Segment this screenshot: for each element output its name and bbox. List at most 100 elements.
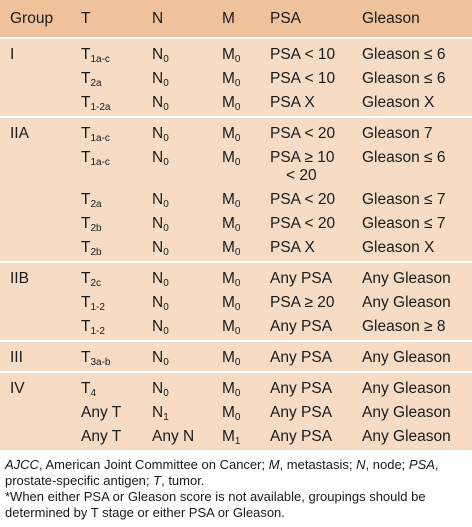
table-row: IIA T1a-c N0 M0 PSA < 20 Gleason 7	[0, 117, 472, 146]
m-cell: M0	[212, 315, 260, 341]
t-cell: T1a-c	[71, 38, 142, 67]
t-cell-text: T	[81, 149, 91, 166]
t-cell-subscript: 1-2	[90, 302, 105, 313]
group-cell	[0, 67, 71, 91]
table-row: T2a N0 M0 PSA < 10 Gleason ≤ 6	[0, 67, 472, 91]
n-cell-text: N	[152, 294, 164, 311]
t-cell: Any T	[71, 401, 142, 425]
table-row: IIB T2c N0 M0 Any PSA Any Gleason	[0, 262, 472, 291]
t-cell-text: T	[81, 191, 91, 208]
m-cell-text: M	[222, 239, 235, 256]
table-header: Group T N M PSA Gleason	[0, 0, 472, 38]
t-cell-subscript: 4	[90, 388, 97, 399]
table-row: T2b N0 M0 PSA < 20 Gleason ≤ 7	[0, 212, 472, 236]
psa-text: PSA < 20	[270, 125, 336, 142]
staging-table: Group T N M PSA Gleason I T1a-c N0 M0 PSA < …	[0, 0, 472, 450]
psa-text: PSA X	[270, 239, 315, 256]
group-cell: IV	[10, 380, 25, 397]
n-cell-text: N	[152, 270, 164, 287]
abbrev-definition: , node;	[365, 457, 409, 472]
abbrev-definition: , prostate-specific antigen;	[5, 457, 439, 488]
t-cell: T4	[71, 372, 142, 401]
n-cell-subscript: 0	[163, 302, 169, 313]
n-cell: N0	[142, 67, 212, 91]
table-row: T1-2 N0 M0 Any PSA Gleason ≥ 8	[0, 315, 472, 341]
group-cell: IIB	[10, 270, 29, 287]
m-cell-subscript: 0	[234, 278, 241, 289]
t-cell-subscript: 1a-c	[90, 157, 110, 168]
t-cell: T1-2	[71, 315, 142, 341]
table-row: T1-2a N0 M0 PSA X Gleason X	[0, 91, 472, 117]
t-cell: T2a	[71, 188, 142, 212]
n-cell: N0	[142, 117, 212, 146]
m-cell-text: M	[222, 215, 235, 232]
m-cell: M1	[212, 425, 260, 450]
n-cell-text: Any N	[152, 428, 195, 445]
gleason-cell: Gleason X	[362, 94, 435, 111]
psa-text: Any PSA	[270, 318, 333, 335]
table-row: T2a N0 M0 PSA < 20 Gleason ≤ 7	[0, 188, 472, 212]
header-psa: PSA	[260, 0, 352, 38]
n-cell-text: N	[152, 94, 164, 111]
group-cell	[0, 236, 71, 262]
gleason-cell: Gleason ≤ 6	[362, 70, 446, 87]
n-cell: Any N	[142, 425, 212, 450]
n-cell-subscript: 0	[163, 357, 169, 368]
t-cell: T1-2a	[71, 91, 142, 117]
m-cell: M0	[212, 341, 260, 372]
psa-text: PSA ≥ 10	[270, 149, 335, 166]
group-iv: IV T4 N0 M0 Any PSA Any Gleason Any T N1 M0 Any P…	[0, 372, 472, 450]
m-cell: M0	[212, 262, 260, 291]
t-cell-subscript: 2b	[90, 247, 102, 258]
n-cell-subscript: 0	[163, 326, 169, 337]
t-cell-subscript: 1a-c	[90, 133, 110, 144]
group-cell: IIA	[10, 125, 29, 142]
n-cell-text: N	[152, 70, 164, 87]
abbreviations-note: AJCC, American Joint Committee on Cancer…	[5, 457, 468, 489]
psa-cell: PSA ≥ 20	[260, 291, 352, 315]
header-gleason: Gleason	[352, 0, 472, 38]
m-cell: M0	[212, 188, 260, 212]
m-cell-text: M	[222, 125, 235, 142]
abbrev-term: AJCC	[5, 457, 39, 472]
m-cell: M0	[212, 117, 260, 146]
m-cell-subscript: 0	[234, 102, 241, 113]
t-cell-text: T	[81, 46, 91, 63]
n-cell-subscript: 1	[163, 412, 169, 423]
t-cell: T2a	[71, 67, 142, 91]
n-cell-text: N	[152, 125, 164, 142]
psa-cell: Any PSA	[260, 401, 352, 425]
abbrev-term: M	[268, 457, 280, 472]
psa-text: Any PSA	[270, 349, 333, 366]
abbrev-definition: , American Joint Committee on Cancer;	[38, 457, 269, 472]
t-cell: T1a-c	[71, 117, 142, 146]
header-n: N	[142, 0, 212, 38]
availability-note: *When either PSA or Gleason score is not…	[5, 489, 426, 520]
table-row: Any T Any N M1 Any PSA Any Gleason	[0, 425, 472, 450]
t-cell-text: T	[81, 380, 91, 397]
m-cell-text: M	[222, 270, 235, 287]
group-cell: III	[10, 349, 23, 366]
m-cell: M0	[212, 146, 260, 188]
t-cell: T2b	[71, 236, 142, 262]
t-cell-text: T	[81, 318, 91, 335]
n-cell: N0	[142, 236, 212, 262]
gleason-cell: Gleason ≥ 8	[362, 318, 446, 335]
gleason-cell: Any Gleason	[362, 270, 451, 287]
psa-text: PSA ≥ 20	[270, 294, 335, 311]
group-cell: I	[10, 46, 15, 63]
n-cell: N0	[142, 212, 212, 236]
abbrev-term: PSA	[408, 457, 435, 472]
m-cell-subscript: 1	[234, 436, 241, 447]
n-cell: N0	[142, 315, 212, 341]
n-cell-text: N	[152, 191, 164, 208]
abbrev-definition: , metastasis;	[279, 457, 357, 472]
n-cell: N0	[142, 262, 212, 291]
gleason-cell: Gleason ≤ 6	[362, 149, 446, 166]
n-cell-subscript: 0	[163, 54, 169, 65]
header-row: Group T N M PSA Gleason	[0, 0, 472, 38]
group-i: I T1a-c N0 M0 PSA < 10 Gleason ≤ 6 T2a N0 M0 PSA …	[0, 38, 472, 117]
m-cell-text: M	[222, 428, 235, 445]
m-cell: M0	[212, 372, 260, 401]
